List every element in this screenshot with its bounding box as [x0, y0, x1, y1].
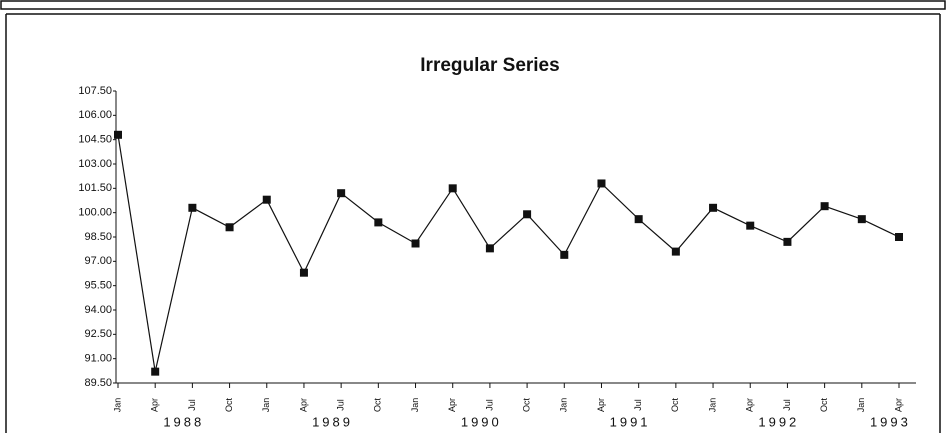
year-label: 1989 [312, 414, 353, 429]
data-point [262, 195, 271, 204]
y-tick-label: 97.00 [84, 255, 112, 267]
x-tick-label: Apr [447, 398, 457, 412]
x-tick-label: Jan [261, 398, 271, 413]
x-tick-label: Jan [707, 398, 717, 413]
data-point [746, 221, 755, 230]
data-point [337, 189, 346, 198]
data-point [188, 203, 197, 212]
x-tick-label: Oct [224, 398, 234, 413]
chart-title: Irregular Series [420, 55, 559, 76]
y-tick-label: 91.00 [84, 353, 112, 365]
x-tick-label: Apr [298, 398, 308, 412]
top-frame [0, 0, 946, 10]
series-line [117, 134, 900, 372]
x-tick-label: Apr [745, 398, 755, 412]
x-tick-label: Jan [112, 398, 122, 413]
year-label: 1993 [870, 414, 911, 429]
data-point [895, 233, 903, 241]
data-point [151, 367, 160, 376]
y-tick-label: 95.50 [84, 280, 112, 292]
x-tick-label: Apr [150, 398, 160, 412]
x-tick-label: Apr [596, 398, 606, 412]
y-tick-label: 107.50 [78, 85, 112, 97]
data-point [560, 250, 569, 259]
y-tick-label: 98.50 [84, 231, 112, 243]
year-label: 1990 [461, 414, 502, 429]
data-point [225, 223, 234, 232]
data-point [448, 184, 457, 193]
data-point [485, 244, 494, 253]
y-tick-label: 94.00 [84, 304, 112, 316]
data-point [709, 203, 718, 212]
x-tick-label: Jan [856, 398, 866, 413]
data-point [114, 130, 122, 139]
data-point [634, 215, 643, 224]
data-point [820, 202, 829, 211]
data-point [411, 239, 420, 248]
x-tick-label: Jul [633, 399, 643, 411]
x-tick-label: Oct [819, 398, 829, 413]
x-tick-label: Jan [410, 398, 420, 413]
y-tick-label: 101.50 [78, 182, 112, 194]
x-tick-label: Apr [893, 398, 903, 412]
data-point [523, 210, 532, 219]
y-tick-label: 106.00 [78, 109, 112, 121]
y-tick-label: 104.50 [78, 134, 112, 146]
data-point [857, 215, 866, 224]
x-tick-label: Oct [670, 398, 680, 413]
y-tick-label: 92.50 [84, 328, 112, 340]
y-tick-label: 103.00 [78, 158, 112, 170]
x-tick-label: Jul [782, 399, 792, 411]
data-point [374, 218, 383, 227]
y-tick-label: 100.00 [78, 207, 112, 219]
data-point [299, 268, 308, 277]
x-tick-label: Oct [373, 398, 383, 413]
year-label: 1991 [610, 414, 651, 429]
year-label: 1992 [758, 414, 799, 429]
x-tick-label: Jul [484, 399, 494, 411]
year-label: 1988 [163, 414, 204, 429]
data-point [783, 237, 792, 246]
x-tick-label: Jul [336, 399, 346, 411]
data-point [671, 247, 680, 256]
data-point [597, 179, 606, 188]
y-tick-label: 89.50 [84, 377, 112, 389]
x-tick-label: Oct [521, 398, 531, 413]
x-tick-label: Jan [559, 398, 569, 413]
x-tick-label: Jul [187, 399, 197, 411]
